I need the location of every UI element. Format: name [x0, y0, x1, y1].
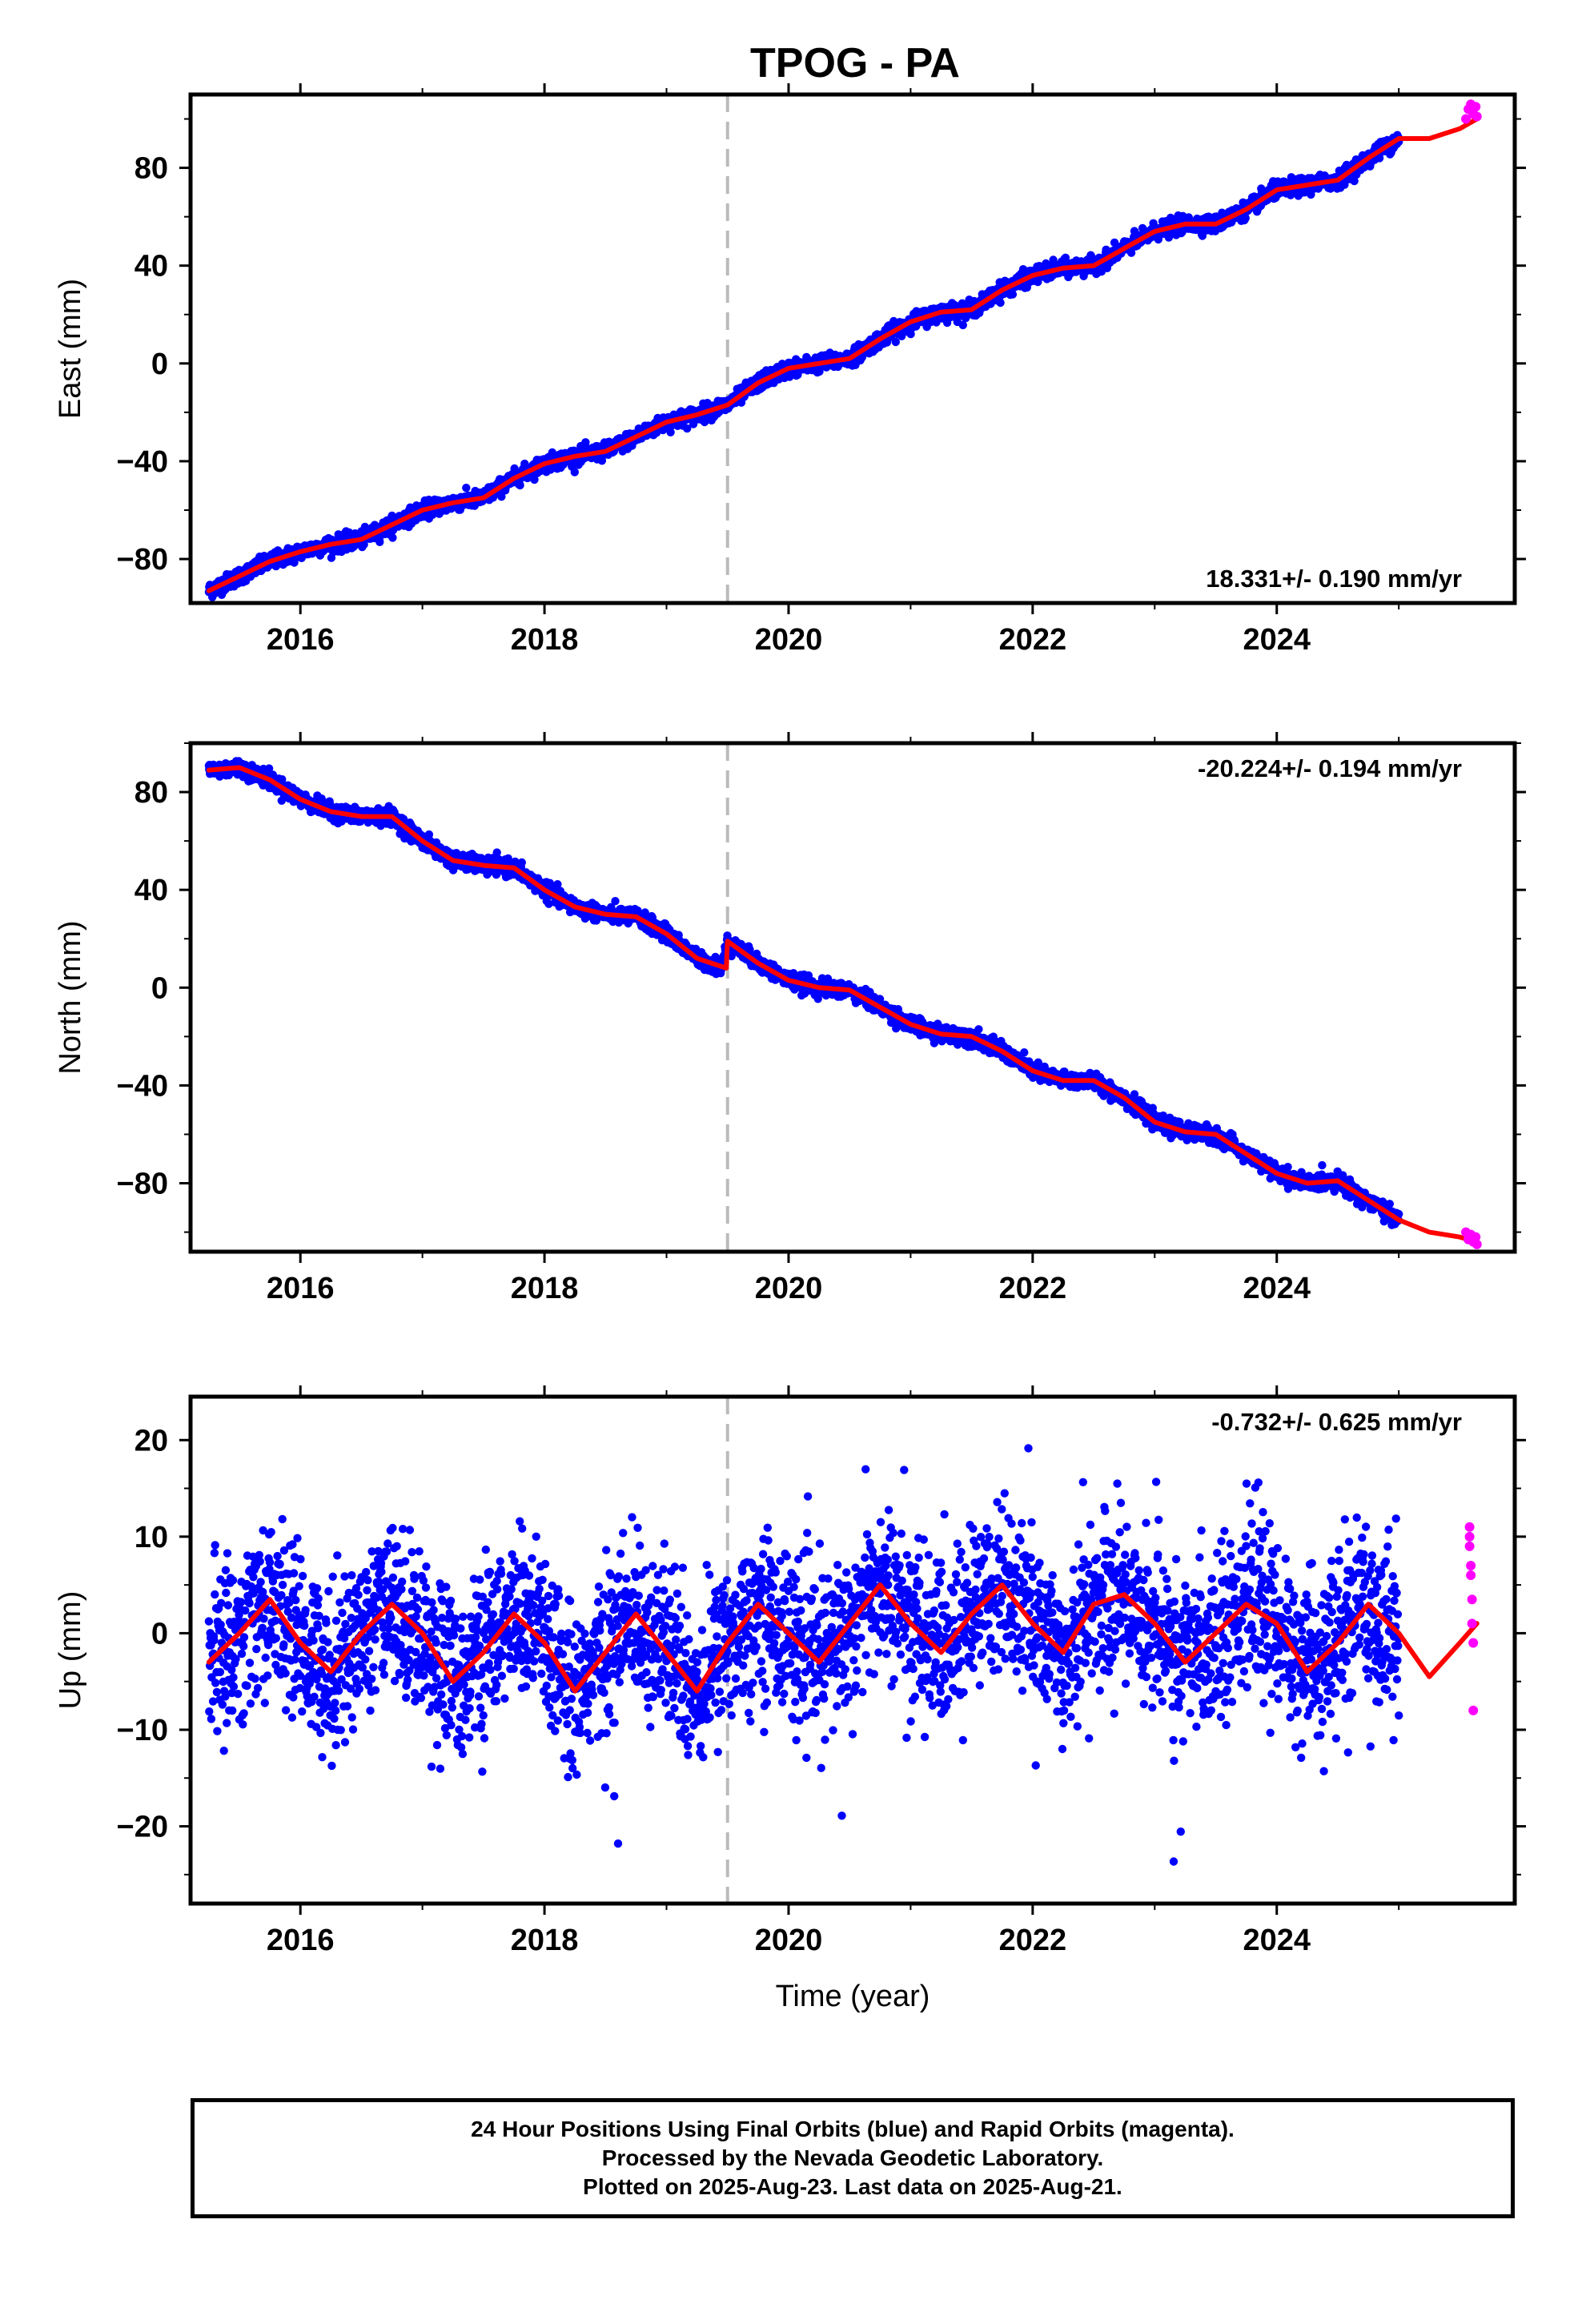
rapid-orbit-point	[1472, 111, 1482, 122]
final-orbit-point	[517, 858, 526, 867]
x-tick-label: 2018	[511, 623, 579, 657]
y-tick-label: 40	[135, 250, 168, 283]
final-orbit-point	[996, 298, 1005, 308]
panel-east: 2016 2018 2020 2022 2024 −80 −40 0 40 80 East (mm)…	[54, 83, 1526, 657]
final-orbit-point	[958, 320, 968, 330]
y-tick-label: −80	[117, 1168, 168, 1201]
final-orbit-point	[388, 533, 397, 542]
final-orbit-point	[597, 456, 607, 465]
y-tick-label: 80	[135, 152, 168, 186]
x-tick-label: 2022	[999, 623, 1067, 657]
x-tick-label: 2016	[267, 1272, 335, 1305]
final-orbit-points-north	[204, 757, 1403, 1229]
plot-area-north	[204, 743, 1482, 1252]
final-orbit-point	[1008, 290, 1018, 299]
final-orbit-point	[553, 880, 562, 889]
final-orbit-point	[462, 484, 471, 493]
rapid-orbit-point	[1461, 114, 1472, 124]
plot-area-east	[204, 94, 1482, 603]
final-orbit-point	[544, 899, 553, 908]
rapid-orbit-points-east	[1461, 99, 1482, 124]
final-orbit-point	[1241, 214, 1250, 223]
final-orbit-point	[1350, 176, 1359, 186]
y-tick-label: 0	[151, 971, 168, 1005]
y-tick-label: 80	[135, 776, 168, 810]
x-tick-label: 2020	[755, 1272, 823, 1305]
final-orbit-point	[1340, 180, 1349, 189]
model-curve-east	[206, 116, 1480, 593]
final-orbit-point	[570, 468, 579, 476]
rapid-orbit-point	[1471, 102, 1481, 112]
final-orbit-point	[666, 428, 675, 436]
final-orbit-point	[375, 537, 384, 546]
final-orbit-point	[785, 372, 794, 381]
x-tick-label: 2020	[755, 623, 823, 657]
final-orbit-point	[492, 848, 501, 857]
figure-title: TPOG - PA	[750, 40, 960, 86]
panel-north: 2016 2018 2020 2022 2024 −80 −40 0 40 80 North (mm…	[54, 732, 1526, 1305]
plot-frame-east	[188, 92, 1517, 605]
final-orbit-point	[516, 480, 524, 490]
final-orbit-point	[545, 879, 554, 887]
x-tick-label: 2024	[1243, 1272, 1311, 1305]
final-orbit-point	[683, 424, 692, 433]
y-tick-label: −40	[117, 1069, 168, 1103]
final-orbit-point	[424, 830, 434, 839]
panels: 2016 2018 2020 2022 2024 −80 −40 0 40 80 East (mm)…	[54, 83, 1526, 1957]
x-tick-label: 2018	[511, 1272, 579, 1305]
final-orbit-point	[581, 438, 590, 447]
x-tick-label: 2024	[1243, 623, 1311, 657]
final-orbit-point	[891, 337, 901, 347]
x-tick-label: 2022	[999, 1272, 1067, 1305]
rate-label-east: 18.331+/- 0.190 mm/yr	[1206, 565, 1462, 593]
y-tick-label: −80	[117, 543, 168, 577]
final-orbit-point	[611, 897, 620, 906]
x-tick-label: 2016	[267, 623, 335, 657]
final-orbit-point	[264, 764, 274, 773]
y-tick-label: 0	[151, 348, 168, 381]
y-tick-label: −40	[117, 445, 168, 479]
final-orbit-point	[640, 908, 649, 917]
y-axis-label-north: North (mm)	[54, 920, 87, 1074]
y-axis-label-east: East (mm)	[54, 279, 87, 419]
y-tick-label: 40	[135, 874, 168, 907]
final-orbit-point	[897, 332, 906, 340]
